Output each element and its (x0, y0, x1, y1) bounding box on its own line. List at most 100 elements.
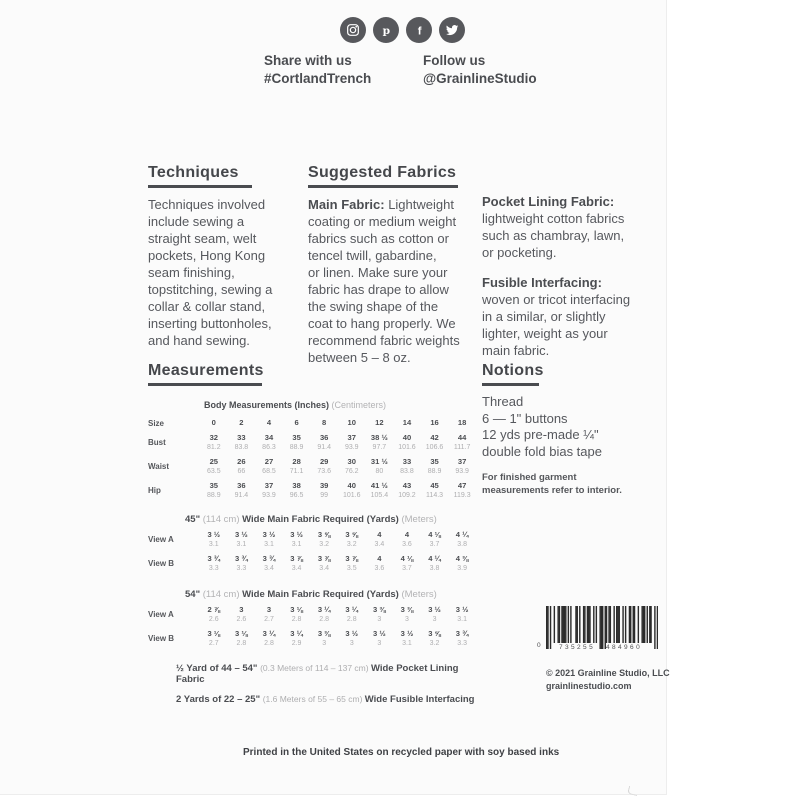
table-cell: 3 ¾ 3.3 (235, 554, 248, 572)
table-cell: 3 ½ 3.1 (290, 530, 303, 548)
table-cell: 40 101.6 (398, 433, 416, 451)
suggested-fabrics-heading: Suggested Fabrics (308, 164, 457, 181)
copyright-text: © 2021 Grainline Studio, LLC grainlinest… (546, 668, 670, 691)
table-cell: 3 2.6 (236, 605, 247, 623)
notion-item: 12 yds pre-made ¼" (482, 427, 599, 442)
techniques-heading: Techniques (148, 164, 239, 181)
table-cell: 18 (457, 418, 467, 427)
fusible-interfacing-label: Fusible Interfacing: (482, 275, 602, 290)
table-cell: 3 ⅝ 3.2 (345, 530, 359, 548)
table-cell: 3 2.7 (264, 605, 274, 623)
table-cell: 43 109.2 (398, 481, 416, 499)
barcode-digits-group2: 484960 (606, 644, 643, 651)
table-cell: 12 (375, 418, 384, 427)
svg-text:p: p (383, 24, 391, 37)
table-cell: 34 86.3 (262, 433, 276, 451)
barcode-digits-group1: 735255 (559, 644, 596, 651)
table-cell: 37 93.9 (455, 457, 469, 475)
table-cell: 37 93.9 (262, 481, 276, 499)
table-cell: 4 ⅛ 3.7 (400, 554, 414, 572)
table-cell: 25 63.5 (206, 457, 221, 475)
notion-item: double fold bias tape (482, 443, 602, 459)
table-cell: 3 ¼ 2.8 (262, 629, 276, 647)
follow-handle: @GrainlineStudio (423, 71, 537, 86)
table-cell: 2 (239, 418, 244, 427)
table-cell: 10 (347, 418, 356, 427)
main-fabric-label: Main Fabric: (308, 197, 385, 212)
table-cell: 33 83.8 (234, 433, 249, 451)
notions-list: Thread 6 — 1" buttons 12 yds pre-made ¼" do… (482, 394, 662, 460)
table-cell: 4 3.6 (402, 530, 412, 548)
fabric-table-45-title: 45" (114 cm) Wide Main Fabric Required (… (185, 514, 437, 525)
measurements-heading: Measurements (148, 362, 264, 379)
table-cell: 35 88.9 (206, 481, 221, 499)
suggested-fabrics-heading-rule (308, 185, 458, 188)
table-cell: 47 119.3 (453, 481, 471, 499)
table-cell: 39 99 (319, 481, 329, 499)
table-cell: 28 71.1 (289, 457, 304, 475)
notions-heading: Notions (482, 362, 544, 379)
follow-us-text: Follow us @GrainlineStudio (423, 52, 537, 88)
table-cell: 3 ⅝ 3.2 (317, 530, 331, 548)
table-cell: 2 ⅞ 2.6 (207, 605, 221, 623)
table-cell: 35 88.9 (427, 457, 442, 475)
table-cell: 3 ½ 3.1 (207, 530, 221, 548)
measurements-section: Measurements Body Measurements (Inches) … (148, 362, 484, 705)
table-cell: 45 114.3 (426, 481, 444, 499)
barcode-digit-left: 0 (537, 642, 541, 649)
share-label: Share with us (264, 53, 352, 68)
share-with-us-text: Share with us #CortlandTrench (264, 52, 371, 88)
main-fabric-body: Lightweight coating or medium weight fab… (308, 197, 460, 365)
row-label: View B (148, 634, 175, 643)
table-cell: 30 76.2 (344, 457, 359, 475)
row-label: Size (148, 418, 165, 428)
techniques-section: Techniques Techniques involved include s… (148, 164, 306, 349)
table-cell: 26 66 (237, 457, 246, 475)
table-cell: 14 (402, 418, 412, 427)
table-cell: 8 (322, 418, 327, 427)
pocket-lining-requirement-note: ½ Yard of 44 – 54" (0.3 Meters of 114 – … (176, 663, 459, 685)
table-cell: 3 ¾ 3.4 (262, 554, 276, 572)
fabric-table-54-title: 54" (114 cm) Wide Main Fabric Required (… (185, 589, 437, 600)
table-cell: 3 ⅞ 3.5 (345, 554, 359, 572)
twitter-icon (439, 17, 465, 43)
table-row: View A 2 ⅞ 2.6 3 2.6 3 2.7 3 ⅛ 2.8 3 ¼ 2.8 3 ¼ 2.8 3 … (148, 605, 484, 624)
table-cell: 4 3.6 (374, 554, 385, 572)
row-label: Hip (148, 486, 161, 495)
table-cell: 41 ½ 105.4 (370, 481, 389, 499)
row-label: View B (148, 559, 175, 568)
table-cell: 4 3.4 (374, 530, 385, 548)
fabric-table-54: View A 2 ⅞ 2.6 3 2.6 3 2.7 3 ⅛ 2.8 3 ¼ 2.8 3 ¼ 2.8 3 … (148, 605, 484, 648)
fusible-interfacing-requirement-note: 2 Yards of 22 – 25" (1.6 Meters of 55 – … (176, 694, 475, 705)
row-label: Bust (148, 438, 166, 447)
table-cell: 3 ¾ 3.3 (455, 629, 469, 647)
table-row: Bust 32 81.2 33 83.8 34 86.3 35 88.9 36 91.4 37 93.9… (148, 433, 484, 452)
notions-section: Notions Thread 6 — 1" buttons 12 yds pre-m… (482, 362, 662, 497)
row-label: View A (148, 535, 174, 544)
table-cell: 16 (430, 418, 439, 427)
table-cell: 3 ½ 3.1 (400, 629, 414, 647)
notion-item: 6 — 1" buttons (482, 410, 568, 426)
instagram-icon (340, 17, 366, 43)
table-row: Size 0 2 4 6 8 10 12 14 16 18 (148, 418, 484, 428)
table-cell: 32 81.2 (206, 433, 221, 451)
table-cell: 44 111.7 (453, 433, 471, 451)
share-hashtag: #CortlandTrench (264, 71, 372, 86)
table-cell: 3 ⅛ 2.7 (207, 629, 221, 647)
social-icons-row: p f (340, 17, 465, 43)
table-row: Hip 35 88.9 36 91.4 37 93.9 38 96.5 39 99 40 101.6 41… (148, 481, 484, 500)
row-label: Waist (148, 462, 170, 471)
barcode-bars (546, 606, 659, 649)
techniques-heading-rule (148, 185, 252, 188)
table-row: Waist 25 63.5 26 66 27 68.5 28 71.1 29 73.6 30 76.2 3… (148, 457, 484, 476)
measurements-heading-rule (148, 383, 262, 386)
table-cell: 27 68.5 (262, 457, 276, 475)
table-cell: 37 93.9 (344, 433, 359, 451)
